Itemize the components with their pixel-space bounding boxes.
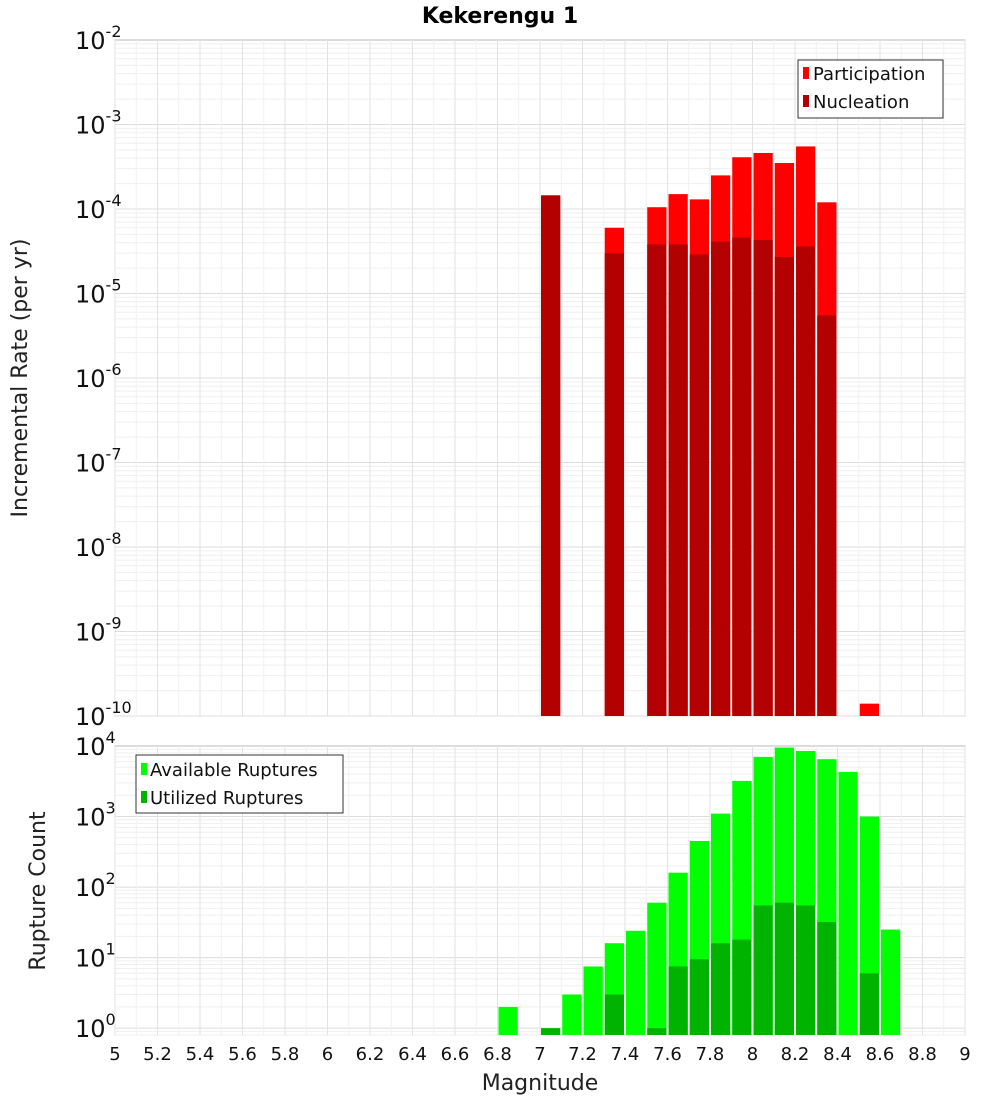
rate-y-tick-label: 10-6 <box>75 360 122 393</box>
chart-title: Kekerengu 1 <box>422 4 578 29</box>
x-tick-label: 6.4 <box>398 1044 427 1065</box>
count-y-tick-labels: 104 103 102 101 100 <box>75 728 116 1043</box>
utilized-ruptures-bar <box>689 959 709 1035</box>
rate-y-tick-label: 10-10 <box>75 698 132 731</box>
available-legend-label: Available Ruptures <box>150 760 318 781</box>
utilized-ruptures-bar <box>668 966 688 1035</box>
x-tick-label: 7.4 <box>611 1044 640 1065</box>
nucleation-bar <box>604 253 624 716</box>
available-ruptures-bar <box>626 930 646 1035</box>
utilized-legend-label: Utilized Ruptures <box>150 788 303 809</box>
count-y-axis-label: Rupture Count <box>26 811 51 971</box>
x-tick-label: 7 <box>534 1044 545 1065</box>
available-ruptures-bar <box>838 771 858 1035</box>
x-tick-label: 9 <box>959 1044 970 1065</box>
x-tick-label: 8 <box>747 1044 758 1065</box>
utilized-ruptures-bar <box>859 973 879 1035</box>
nucleation-bar <box>817 315 837 716</box>
utilized-ruptures-bar <box>817 921 837 1035</box>
rate-y-tick-label: 10-9 <box>75 614 122 647</box>
nucleation-bar <box>711 241 731 716</box>
nucleation-bar <box>541 195 561 717</box>
x-tick-label: 5.2 <box>143 1044 172 1065</box>
count-legend-box <box>135 754 344 814</box>
count-y-tick-label: 103 <box>75 799 116 832</box>
x-tick-label: 8.8 <box>908 1044 937 1065</box>
rate-bars <box>541 146 879 717</box>
rate-y-tick-label: 10-8 <box>75 529 122 562</box>
count-y-tick-label: 104 <box>75 728 116 761</box>
rate-panel: 10-2 10-3 10-4 10-5 10-6 10-7 10-8 10-9 10-10 In… <box>8 22 966 731</box>
rate-y-tick-label: 10-3 <box>75 107 122 140</box>
utilized-ruptures-bar <box>774 902 794 1035</box>
rate-legend-box <box>797 59 944 119</box>
utilized-ruptures-bar <box>732 939 752 1035</box>
x-tick-label: 6.2 <box>356 1044 385 1065</box>
utilized-ruptures-bar <box>541 1028 561 1035</box>
x-tick-label: 6 <box>322 1044 333 1065</box>
rate-y-tick-label: 10-4 <box>75 191 122 224</box>
rate-gridlines <box>114 40 966 717</box>
x-tick-label: 8.2 <box>781 1044 810 1065</box>
utilized-ruptures-bar <box>711 943 731 1035</box>
available-ruptures-bar <box>647 902 667 1035</box>
available-legend-swatch <box>141 763 147 775</box>
available-ruptures-bar <box>881 929 901 1035</box>
nucleation-bar <box>689 254 709 716</box>
utilized-ruptures-bar <box>647 1028 667 1035</box>
rate-legend: Participation Nucleation <box>797 59 944 119</box>
nucleation-bar <box>774 257 794 716</box>
count-y-tick-label: 102 <box>75 869 116 902</box>
available-ruptures-bar <box>498 1006 518 1035</box>
rate-y-axis-label: Incremental Rate (per yr) <box>8 239 33 518</box>
nucleation-bar <box>732 237 752 717</box>
utilized-ruptures-bar <box>604 994 624 1035</box>
x-tick-label: 8.4 <box>823 1044 852 1065</box>
x-tick-label: 5.4 <box>186 1044 215 1065</box>
x-tick-label: 7.6 <box>653 1044 682 1065</box>
x-tick-label: 5.8 <box>271 1044 300 1065</box>
rate-y-tick-label: 10-7 <box>75 445 122 478</box>
nucleation-legend-label: Nucleation <box>813 92 909 113</box>
participation-legend-swatch <box>803 67 809 79</box>
count-y-tick-label: 100 <box>75 1010 116 1043</box>
x-tick-label: 7.8 <box>696 1044 725 1065</box>
x-tick-label: 5.6 <box>228 1044 257 1065</box>
rate-y-tick-label: 10-5 <box>75 276 122 309</box>
utilized-legend-swatch <box>141 791 147 803</box>
x-tick-label: 6.6 <box>441 1044 470 1065</box>
utilized-ruptures-bar <box>753 905 773 1035</box>
count-y-tick-label: 101 <box>75 940 116 973</box>
rate-y-tick-labels: 10-2 10-3 10-4 10-5 10-6 10-7 10-8 10-9 10-10 <box>75 22 132 731</box>
x-axis-label: Magnitude <box>482 1071 599 1096</box>
rate-y-tick-label: 10-2 <box>75 22 122 55</box>
nucleation-bar <box>647 244 667 716</box>
x-tick-label: 8.6 <box>866 1044 895 1065</box>
available-ruptures-bar <box>583 966 603 1035</box>
count-legend: Available Ruptures Utilized Ruptures <box>135 754 344 814</box>
nucleation-bar <box>668 244 688 716</box>
x-tick-label: 5 <box>109 1044 120 1065</box>
x-tick-label: 7.2 <box>568 1044 597 1065</box>
nucleation-legend-swatch <box>803 95 809 107</box>
count-bars <box>498 747 901 1035</box>
count-x-tick-labels: 5 5.2 5.4 5.6 5.8 6 6.2 6.4 6.6 6.8 7 7.2 7.4 7.6 7.8 8… <box>109 1044 970 1065</box>
nucleation-bar <box>753 239 773 716</box>
x-tick-label: 6.8 <box>483 1044 512 1065</box>
participation-bar <box>859 703 879 716</box>
count-panel: 104 103 102 101 100 5 5.2 5.4 5.6 5.8 6 6.2 6.4 6.6 6… <box>26 728 971 1096</box>
nucleation-bar <box>796 246 816 716</box>
participation-legend-label: Participation <box>813 64 925 85</box>
available-ruptures-bar <box>562 994 582 1035</box>
utilized-ruptures-bar <box>796 905 816 1035</box>
